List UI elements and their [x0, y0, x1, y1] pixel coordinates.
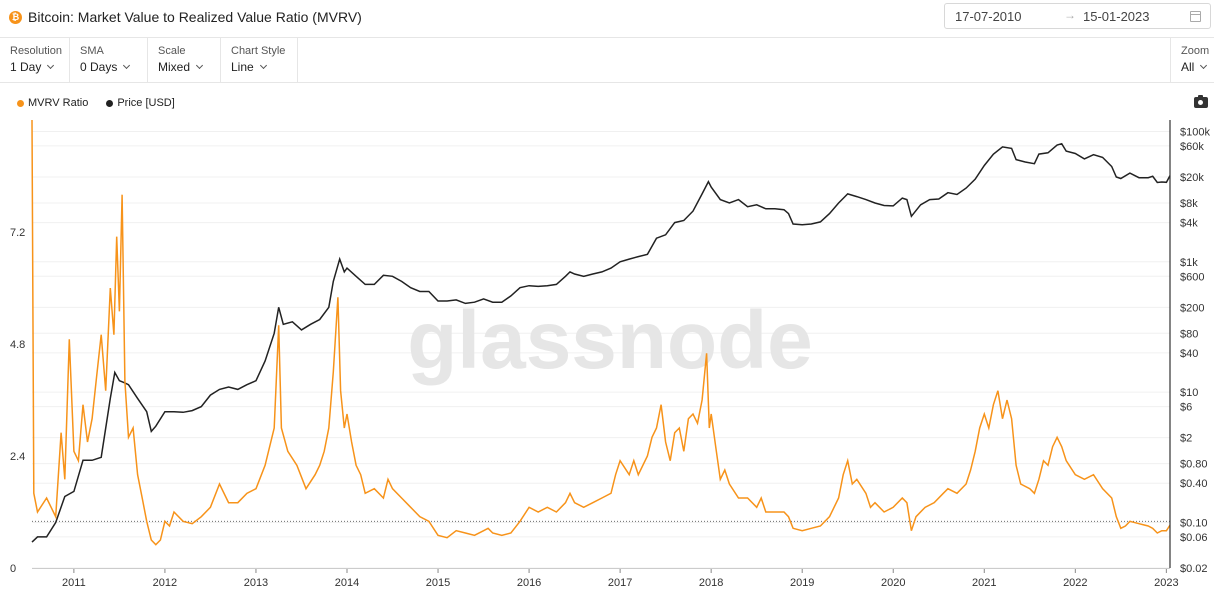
scale-select[interactable]: Scale Mixed: [148, 38, 221, 82]
camera-icon[interactable]: [1194, 95, 1208, 108]
x-tick-label: 2014: [335, 577, 359, 589]
x-tick-label: 2013: [244, 577, 268, 589]
chevron-down-icon: [259, 61, 267, 70]
x-tick-label: 2018: [699, 577, 723, 589]
y-tick-label-right: $100k: [1180, 126, 1210, 138]
y-tick-label-right: $20k: [1180, 172, 1204, 184]
calendar-icon[interactable]: [1190, 11, 1201, 22]
y-tick-label-left: 4.8: [10, 339, 25, 351]
y-tick-label-left: 2.4: [10, 451, 25, 463]
zoom-label: Zoom: [1181, 45, 1210, 57]
y-tick-label-right: $40: [1180, 348, 1198, 360]
x-tick-label: 2022: [1063, 577, 1087, 589]
legend-dot-price: [106, 99, 114, 107]
x-tick-label: 2016: [517, 577, 541, 589]
y-tick-label-left: 7.2: [10, 227, 25, 239]
y-tick-label-left: 0: [10, 563, 16, 575]
y-tick-label-right: $2: [1180, 433, 1192, 445]
y-tick-label-right: $0.06: [1180, 532, 1208, 544]
legend-label-price: Price [USD]: [117, 97, 175, 109]
chevron-down-icon: [1200, 61, 1208, 70]
zoom-value-text: All: [1181, 60, 1195, 74]
chart-legend: MVRV Ratio Price [USD]: [17, 97, 193, 109]
y-tick-label-right: $10: [1180, 387, 1198, 399]
scale-label: Scale: [158, 45, 186, 57]
chart-style-select[interactable]: Chart Style Line: [221, 38, 298, 82]
toolbar: Resolution 1 Day SMA 0 Days Scale Mixed …: [0, 38, 1214, 83]
x-tick-label: 2015: [426, 577, 450, 589]
x-tick-label: 2023: [1154, 577, 1178, 589]
y-tick-label-right: $0.02: [1180, 563, 1208, 575]
grid-lines: [32, 130, 1170, 569]
x-tick-label: 2021: [972, 577, 996, 589]
scale-value[interactable]: Mixed: [158, 60, 210, 74]
x-tick-label: 2020: [881, 577, 905, 589]
sma-label: SMA: [80, 45, 104, 57]
chevron-down-icon: [195, 61, 204, 70]
x-tick-label: 2012: [153, 577, 177, 589]
resolution-select[interactable]: Resolution 1 Day: [0, 38, 70, 82]
y-tick-label-right: $200: [1180, 302, 1204, 314]
zoom-select[interactable]: Zoom All: [1170, 38, 1214, 82]
chart-style-label: Chart Style: [231, 45, 286, 57]
bitcoin-icon: ₿: [9, 10, 22, 24]
date-range-picker[interactable]: 17-07-2010 → 15-01-2023: [944, 3, 1211, 29]
chart-style-value[interactable]: Line: [231, 60, 287, 74]
sma-value[interactable]: 0 Days: [80, 60, 137, 74]
chart-style-value-text: Line: [231, 60, 254, 74]
chevron-down-icon: [47, 61, 55, 70]
y-tick-label-right: $0.10: [1180, 517, 1208, 529]
zoom-value[interactable]: All: [1181, 60, 1208, 74]
series-line-price[interactable]: [31, 142, 1171, 543]
y-tick-label-right: $6: [1180, 402, 1192, 414]
y-tick-label-right: $8k: [1180, 198, 1198, 210]
x-tick-label: 2011: [62, 577, 86, 589]
resolution-value[interactable]: 1 Day: [10, 60, 59, 74]
series-line-mvrv[interactable]: [31, 119, 1171, 546]
chevron-down-icon: [123, 61, 131, 70]
arrow-right-icon: →: [1064, 8, 1076, 22]
title-wrap: ₿ Bitcoin: Market Value to Realized Valu…: [9, 9, 362, 25]
page-title: Bitcoin: Market Value to Realized Value …: [28, 9, 362, 25]
y-tick-label-right: $4k: [1180, 218, 1198, 230]
y-tick-label-right: $600: [1180, 271, 1204, 283]
sma-select[interactable]: SMA 0 Days: [70, 38, 148, 82]
y-tick-label-right: $80: [1180, 328, 1198, 340]
left-axis: 0 2.4 4.8 7.2: [10, 227, 25, 575]
legend-dot-mvrv: [17, 99, 24, 107]
resolution-value-text: 1 Day: [10, 60, 42, 74]
x-tick-label: 2019: [790, 577, 814, 589]
date-start[interactable]: 17-07-2010: [955, 9, 1022, 24]
x-tick-label: 2017: [608, 577, 632, 589]
y-tick-label-right: $1k: [1180, 257, 1198, 269]
sma-value-text: 0 Days: [80, 60, 118, 74]
legend-item-price[interactable]: Price [USD]: [106, 97, 175, 109]
chart-area: glassnode 0 2.4 4.8 7.2 $0.02 $0.06 $0.10 $0.4…: [10, 119, 1210, 589]
date-end[interactable]: 15-01-2023: [1083, 9, 1150, 24]
chart-header: ₿ Bitcoin: Market Value to Realized Valu…: [0, 0, 1214, 38]
right-axis: $0.02 $0.06 $0.10 $0.40 $0.80 $2 $6 $10 $40 $80 $2…: [1180, 126, 1210, 575]
watermark: glassnode: [407, 295, 813, 386]
scale-value-text: Mixed: [158, 60, 191, 74]
y-tick-label-right: $60k: [1180, 141, 1204, 153]
x-axis: 2011 2012 2013 2014 2015 2016 2017 2018 2019 2020…: [32, 568, 1179, 589]
y-tick-label-right: $0.80: [1180, 459, 1208, 471]
legend-label-mvrv: MVRV Ratio: [28, 97, 89, 109]
y-tick-label-right: $0.40: [1180, 478, 1208, 490]
legend-item-mvrv[interactable]: MVRV Ratio: [17, 97, 88, 109]
resolution-label: Resolution: [10, 45, 62, 57]
